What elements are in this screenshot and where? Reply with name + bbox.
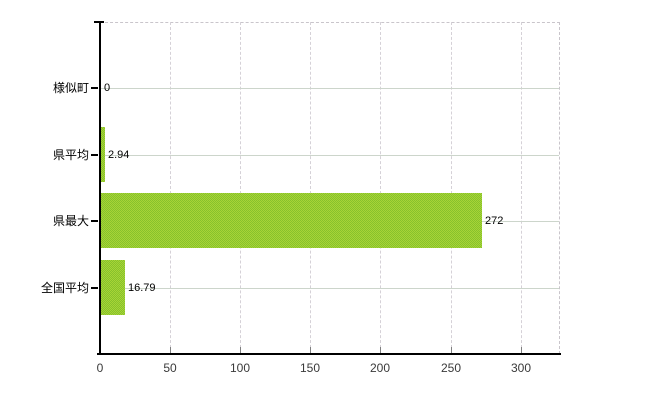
- x-tick-label: 150: [299, 361, 321, 375]
- category-label: 全国平均: [40, 281, 89, 295]
- y-axis-tick: [91, 87, 98, 89]
- vertical-gridline: [310, 22, 311, 353]
- x-axis-tick: [170, 347, 171, 354]
- bar: [101, 193, 482, 248]
- horizontal-gridline: [100, 88, 559, 89]
- horizontal-gridline: [100, 288, 559, 289]
- x-tick-label: 250: [440, 361, 462, 375]
- plot-border-right: [559, 22, 560, 354]
- plot-border-top: [100, 22, 560, 23]
- x-axis-tick: [380, 347, 381, 354]
- bar: [101, 127, 105, 182]
- horizontal-gridline: [100, 155, 559, 156]
- x-axis-tick: [521, 347, 522, 354]
- x-axis-tick: [451, 347, 452, 354]
- vertical-gridline: [170, 22, 171, 353]
- x-tick-label: 0: [96, 361, 104, 375]
- category-label: 県最大: [52, 214, 89, 228]
- vertical-gridline: [451, 22, 452, 353]
- vertical-gridline: [240, 22, 241, 353]
- y-axis-line: [99, 22, 101, 354]
- x-tick-label: 200: [369, 361, 391, 375]
- value-label: 16.79: [128, 282, 156, 294]
- y-axis-tick: [91, 154, 98, 156]
- x-tick-label: 100: [229, 361, 251, 375]
- y-axis-end-tick: [94, 21, 104, 23]
- category-label: 様似町: [52, 81, 89, 95]
- x-axis-tick: [240, 347, 241, 354]
- vertical-gridline: [521, 22, 522, 353]
- vertical-gridline: [380, 22, 381, 353]
- value-label: 0: [104, 82, 111, 94]
- value-label: 2.94: [108, 149, 130, 161]
- x-tick-label: 300: [510, 361, 532, 375]
- y-axis-tick: [91, 220, 98, 222]
- value-label: 272: [485, 215, 504, 227]
- x-axis-tick: [310, 347, 311, 354]
- bar: [101, 260, 125, 315]
- category-label: 県平均: [52, 148, 89, 162]
- x-axis-line: [97, 353, 561, 355]
- x-tick-label: 50: [163, 361, 177, 375]
- y-axis-tick: [91, 287, 98, 289]
